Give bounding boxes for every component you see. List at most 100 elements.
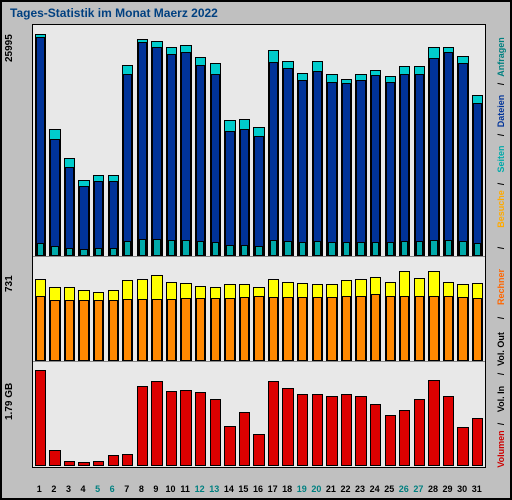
bar <box>430 240 437 256</box>
bar <box>181 298 190 361</box>
panel-top <box>33 25 485 257</box>
bar <box>327 297 336 361</box>
x-tick-label: 7 <box>119 484 134 494</box>
bar <box>458 63 467 256</box>
x-tick-label: 25 <box>382 484 397 494</box>
bar <box>386 296 395 361</box>
bar <box>196 298 205 361</box>
x-tick-label: 23 <box>353 484 368 494</box>
bar <box>139 239 146 256</box>
x-tick-label: 28 <box>426 484 441 494</box>
bar <box>459 241 466 256</box>
bar <box>343 242 350 256</box>
x-tick-label: 16 <box>251 484 266 494</box>
bar <box>66 248 73 256</box>
x-axis-labels: 1234567891011121314151617181920212223242… <box>32 482 484 494</box>
bar <box>37 243 44 256</box>
bar <box>240 129 249 256</box>
plot-area <box>32 24 486 468</box>
bar <box>399 410 410 466</box>
x-tick-label: 15 <box>236 484 251 494</box>
bar <box>138 42 147 256</box>
bar <box>269 297 278 361</box>
bar <box>342 296 351 361</box>
bar <box>138 299 147 361</box>
bar <box>65 167 74 256</box>
bar <box>284 241 291 256</box>
bar <box>108 455 119 466</box>
x-tick-label: 29 <box>440 484 455 494</box>
bar <box>254 296 263 361</box>
bar <box>385 415 396 466</box>
bar <box>341 394 352 466</box>
bar <box>211 298 220 361</box>
bar <box>123 74 132 256</box>
x-tick-label: 21 <box>324 484 339 494</box>
bar <box>283 297 292 361</box>
bar <box>268 381 279 466</box>
bar <box>152 299 161 361</box>
bar <box>225 131 234 256</box>
x-tick-label: 26 <box>397 484 412 494</box>
bar <box>211 74 220 256</box>
bar <box>473 103 482 256</box>
bar <box>313 71 322 256</box>
bar <box>370 404 381 466</box>
bar <box>94 300 103 361</box>
x-tick-label: 27 <box>411 484 426 494</box>
bar <box>314 241 321 256</box>
bar <box>357 242 364 256</box>
x-tick-label: 13 <box>207 484 222 494</box>
bar <box>299 242 306 256</box>
bar <box>415 74 424 256</box>
x-tick-label: 14 <box>222 484 237 494</box>
bar <box>415 296 424 361</box>
bar <box>95 248 102 256</box>
bar <box>443 396 454 466</box>
bar <box>35 370 46 466</box>
x-tick-label: 4 <box>76 484 91 494</box>
bar <box>298 80 307 256</box>
x-tick-label: 1 <box>32 484 47 494</box>
chart-container: Tages-Statistik im Monat Maerz 2022 2599… <box>0 0 512 500</box>
bar <box>50 300 59 361</box>
bar <box>167 54 176 256</box>
bar <box>79 300 88 361</box>
bar <box>414 399 425 466</box>
bar <box>110 248 117 256</box>
x-tick-label: 6 <box>105 484 120 494</box>
bar <box>283 68 292 256</box>
bar <box>444 52 453 256</box>
bar <box>416 241 423 256</box>
bar <box>445 240 452 256</box>
bar <box>458 297 467 361</box>
bar <box>93 461 104 466</box>
bar <box>270 240 277 256</box>
bar <box>371 294 380 361</box>
bar <box>94 181 103 256</box>
bar <box>36 296 45 361</box>
bar <box>473 298 482 361</box>
panel-bottom <box>33 361 485 466</box>
bar <box>313 297 322 361</box>
bar <box>210 399 221 466</box>
bar <box>401 241 408 256</box>
bar <box>180 390 191 466</box>
bar <box>224 426 235 466</box>
y-axis-label-panel2: 731 <box>4 275 15 292</box>
bar <box>167 299 176 361</box>
bar <box>254 136 263 256</box>
bar <box>78 462 89 466</box>
x-tick-label: 30 <box>455 484 470 494</box>
bar <box>269 62 278 256</box>
chart-title: Tages-Statistik im Monat Maerz 2022 <box>10 6 218 20</box>
bar <box>444 296 453 361</box>
bar <box>50 139 59 256</box>
bar <box>137 386 148 466</box>
bar <box>328 242 335 256</box>
bar <box>312 394 323 466</box>
bar <box>282 388 293 466</box>
bar <box>372 242 379 256</box>
bar <box>240 297 249 361</box>
x-tick-label: 22 <box>338 484 353 494</box>
